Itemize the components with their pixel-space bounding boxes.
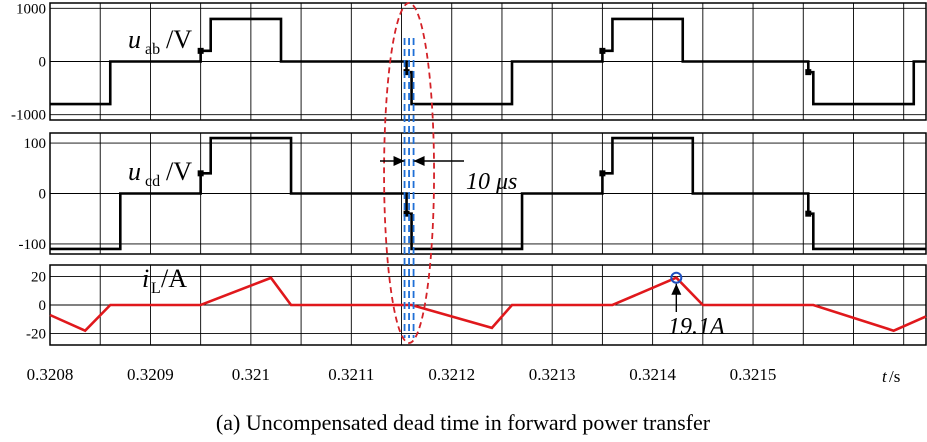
switching-notch	[197, 170, 204, 177]
x-tick-label: 0.3211	[328, 365, 374, 384]
x-tick-label: 0.3213	[529, 365, 576, 384]
x-tick-label: 0.3214	[629, 365, 676, 384]
switching-notch	[599, 170, 606, 177]
dead-time-label: 10 μs	[466, 169, 517, 195]
x-tick-label: 0.3215	[730, 365, 777, 384]
il-label-var: i	[142, 264, 149, 293]
switching-notch	[197, 47, 204, 54]
uab-label-var: u	[128, 25, 141, 54]
x-axis-label-var: t	[882, 367, 888, 386]
y-tick-label: -1000	[11, 108, 46, 124]
y-tick-label: 0	[39, 55, 47, 71]
arrowhead-right	[413, 156, 425, 166]
peak-label: 19.1A	[668, 314, 725, 340]
switching-notch	[599, 47, 606, 54]
il-label-unit: /A	[161, 264, 187, 293]
x-tick-label: 0.321	[232, 365, 270, 384]
y-tick-label: 1000	[16, 1, 46, 17]
switching-notch	[805, 69, 812, 76]
y-tick-label: 0	[39, 298, 47, 314]
x-tick-label: 0.3208	[27, 365, 74, 384]
dead-time-ellipse	[383, 2, 435, 344]
x-tick-label: 0.3212	[428, 365, 475, 384]
x-axis-label-unit: /s	[889, 367, 900, 386]
uab-label-sub: ab	[145, 41, 160, 58]
il-label-sub: L	[151, 280, 161, 297]
arrowhead-left	[393, 156, 405, 166]
ucd-label-sub: cd	[145, 173, 160, 190]
switching-notch	[403, 210, 410, 217]
switching-notch	[403, 69, 410, 76]
y-tick-label: 20	[31, 269, 46, 285]
y-tick-label: 0	[39, 187, 47, 203]
x-tick-label: 0.3209	[127, 365, 174, 384]
y-tick-label: -100	[19, 237, 47, 253]
ucd-label-unit: /V	[166, 157, 192, 186]
y-tick-label: 100	[24, 136, 47, 152]
x-tick-labels: 0.3208 0.3209 0.321 0.3211 0.3212 0.3213 0.321…	[27, 365, 777, 384]
series-L	[49, 276, 927, 333]
peak-marker	[670, 271, 683, 284]
peak-arrowhead	[671, 283, 682, 295]
switching-notch	[805, 210, 812, 217]
peak-annotation	[670, 271, 683, 312]
ucd-label-var: u	[128, 157, 141, 186]
y-tick-label: -20	[26, 327, 46, 343]
figure-caption: (a) Uncompensated dead time in forward p…	[216, 410, 711, 435]
series-lines	[49, 17, 927, 333]
uab-label-unit: /V	[166, 25, 192, 54]
dead-time-annotation	[380, 2, 464, 344]
